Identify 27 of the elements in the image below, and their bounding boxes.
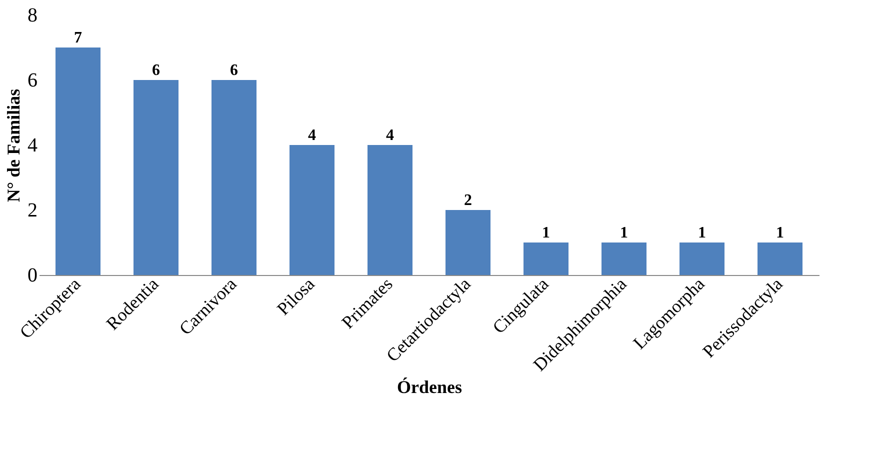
y-tick-label: 6 bbox=[28, 70, 38, 92]
data-label: 1 bbox=[776, 224, 784, 242]
bar bbox=[602, 242, 646, 275]
data-label: 1 bbox=[698, 224, 706, 242]
y-tick-label: 2 bbox=[28, 200, 38, 222]
bar bbox=[524, 242, 568, 275]
data-label: 7 bbox=[74, 30, 82, 46]
data-label: 2 bbox=[464, 192, 472, 209]
data-label: 1 bbox=[542, 224, 550, 242]
data-label: 4 bbox=[386, 127, 394, 144]
data-label: 1 bbox=[620, 224, 628, 242]
bar bbox=[212, 80, 256, 275]
bar bbox=[56, 48, 100, 275]
y-tick-label: 0 bbox=[28, 264, 38, 286]
x-axis-title: Órdenes bbox=[397, 376, 462, 397]
y-axis-title: N° de Familias bbox=[4, 88, 24, 202]
bar bbox=[758, 242, 802, 275]
y-tick-label: 8 bbox=[28, 4, 38, 26]
y-tick-label: 4 bbox=[28, 134, 38, 156]
data-label: 6 bbox=[152, 62, 160, 79]
bar bbox=[134, 80, 178, 275]
bar bbox=[446, 210, 490, 275]
data-label: 4 bbox=[308, 127, 316, 144]
bar bbox=[368, 145, 412, 275]
bar bbox=[290, 145, 334, 275]
bar bbox=[680, 242, 724, 275]
data-label: 6 bbox=[230, 62, 238, 79]
